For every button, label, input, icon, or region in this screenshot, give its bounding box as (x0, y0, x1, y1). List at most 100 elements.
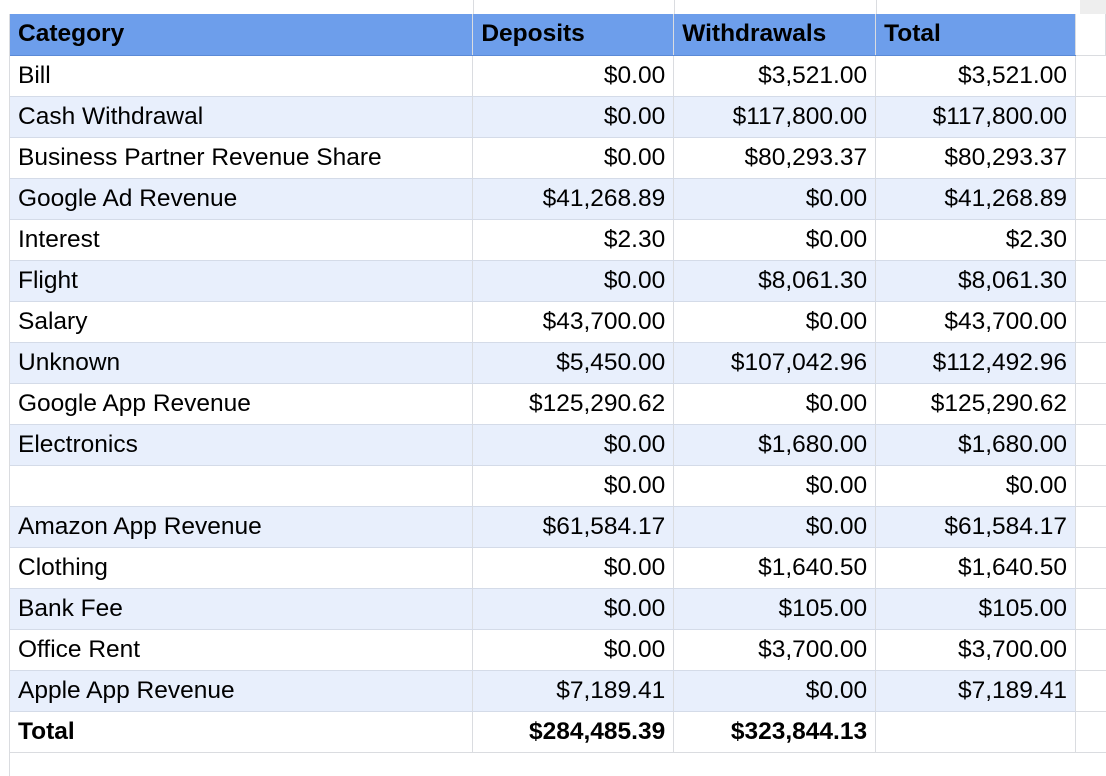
category-cell[interactable]: Flight (10, 260, 474, 302)
empty-cell[interactable] (1075, 547, 1106, 589)
withdrawals-cell[interactable]: $0.00 (673, 670, 877, 712)
deposits-cell[interactable]: $0.00 (472, 260, 675, 302)
empty-cell[interactable] (1075, 465, 1106, 507)
empty-cell[interactable] (1075, 629, 1106, 671)
deposits-cell[interactable]: $0.00 (472, 137, 675, 179)
table-body: Bill $0.00 $3,521.00 $3,521.00 Cash Withdraw… (10, 55, 1106, 712)
empty-cell[interactable] (1075, 137, 1106, 179)
empty-cell[interactable] (1075, 424, 1106, 466)
category-cell[interactable]: Salary (10, 301, 474, 343)
withdrawals-cell[interactable]: $107,042.96 (673, 342, 877, 384)
total-cell[interactable]: $117,800.00 (875, 96, 1076, 138)
category-summary-table: Category Deposits Withdrawals Total Bill… (10, 14, 1106, 753)
total-cell[interactable]: $7,189.41 (875, 670, 1076, 712)
total-cell[interactable]: $41,268.89 (875, 178, 1076, 220)
deposits-cell[interactable]: $0.00 (472, 55, 675, 97)
category-cell[interactable]: Cash Withdrawal (10, 96, 474, 138)
withdrawals-cell[interactable]: $0.00 (673, 301, 877, 343)
header-withdrawals[interactable]: Withdrawals (673, 14, 877, 56)
empty-cell[interactable] (1075, 260, 1106, 302)
withdrawals-cell[interactable]: $1,640.50 (673, 547, 877, 589)
empty-cell[interactable] (1075, 670, 1106, 712)
withdrawals-cell[interactable]: $0.00 (673, 506, 877, 548)
withdrawals-cell[interactable]: $0.00 (673, 465, 877, 507)
totals-withdrawals-cell[interactable]: $323,844.13 (673, 711, 877, 753)
category-cell[interactable]: Apple App Revenue (10, 670, 474, 712)
total-cell[interactable]: $8,061.30 (875, 260, 1076, 302)
withdrawals-cell[interactable]: $3,521.00 (673, 55, 877, 97)
empty-cell[interactable] (1075, 588, 1106, 630)
category-cell[interactable]: Amazon App Revenue (10, 506, 474, 548)
withdrawals-cell[interactable]: $3,700.00 (673, 629, 877, 671)
category-cell[interactable]: Interest (10, 219, 474, 261)
empty-cell[interactable] (1075, 178, 1106, 220)
header-deposits[interactable]: Deposits (472, 14, 675, 56)
deposits-cell[interactable]: $0.00 (472, 96, 675, 138)
total-cell[interactable]: $3,700.00 (875, 629, 1076, 671)
category-cell[interactable]: Bill (10, 55, 474, 97)
table-row: Interest $2.30 $0.00 $2.30 (10, 219, 1106, 261)
withdrawals-cell[interactable]: $0.00 (673, 219, 877, 261)
category-cell[interactable]: Google Ad Revenue (10, 178, 474, 220)
empty-cell[interactable] (1075, 55, 1106, 97)
category-cell[interactable]: Office Rent (10, 629, 474, 671)
deposits-cell[interactable]: $0.00 (472, 465, 675, 507)
total-cell[interactable]: $3,521.00 (875, 55, 1076, 97)
withdrawals-cell[interactable]: $1,680.00 (673, 424, 877, 466)
table-row: Google App Revenue $125,290.62 $0.00 $125,2… (10, 383, 1106, 425)
deposits-cell[interactable]: $0.00 (472, 424, 675, 466)
total-cell[interactable]: $80,293.37 (875, 137, 1076, 179)
empty-cell[interactable] (1075, 219, 1106, 261)
deposits-cell[interactable]: $125,290.62 (472, 383, 675, 425)
total-cell[interactable]: $1,680.00 (875, 424, 1076, 466)
withdrawals-cell[interactable]: $8,061.30 (673, 260, 877, 302)
column-divider (876, 0, 877, 14)
empty-cell[interactable] (1075, 96, 1106, 138)
withdrawals-cell[interactable]: $80,293.37 (673, 137, 877, 179)
deposits-cell[interactable]: $0.00 (472, 547, 675, 589)
withdrawals-cell[interactable]: $0.00 (673, 178, 877, 220)
deposits-cell[interactable]: $2.30 (472, 219, 675, 261)
total-cell[interactable]: $2.30 (875, 219, 1076, 261)
table-row: Unknown $5,450.00 $107,042.96 $112,492.96 (10, 342, 1106, 384)
category-cell[interactable]: Business Partner Revenue Share (10, 137, 474, 179)
total-cell[interactable]: $1,640.50 (875, 547, 1076, 589)
total-cell[interactable]: $125,290.62 (875, 383, 1076, 425)
withdrawals-cell[interactable]: $105.00 (673, 588, 877, 630)
total-cell[interactable]: $105.00 (875, 588, 1076, 630)
deposits-cell[interactable]: $5,450.00 (472, 342, 675, 384)
total-cell[interactable]: $61,584.17 (875, 506, 1076, 548)
totals-deposits-cell[interactable]: $284,485.39 (472, 711, 675, 753)
totals-total-cell[interactable] (875, 711, 1076, 753)
total-cell[interactable]: $43,700.00 (875, 301, 1076, 343)
category-cell[interactable]: Google App Revenue (10, 383, 474, 425)
total-cell[interactable]: $112,492.96 (875, 342, 1076, 384)
category-cell[interactable]: Electronics (10, 424, 474, 466)
withdrawals-cell[interactable]: $117,800.00 (673, 96, 877, 138)
empty-cell[interactable] (1075, 383, 1106, 425)
category-cell[interactable] (10, 465, 474, 507)
deposits-cell[interactable]: $61,584.17 (472, 506, 675, 548)
column-divider (674, 0, 675, 14)
empty-cell[interactable] (1075, 506, 1106, 548)
empty-cell[interactable] (1075, 711, 1106, 753)
deposits-cell[interactable]: $0.00 (472, 629, 675, 671)
total-cell[interactable]: $0.00 (875, 465, 1076, 507)
empty-cell[interactable] (1075, 342, 1106, 384)
empty-cell[interactable] (1075, 14, 1106, 56)
category-cell[interactable]: Unknown (10, 342, 474, 384)
header-category[interactable]: Category (10, 14, 474, 56)
table-row: Bank Fee $0.00 $105.00 $105.00 (10, 588, 1106, 630)
table-row: Flight $0.00 $8,061.30 $8,061.30 (10, 260, 1106, 302)
withdrawals-cell[interactable]: $0.00 (673, 383, 877, 425)
header-total[interactable]: Total (875, 14, 1076, 56)
deposits-cell[interactable]: $43,700.00 (472, 301, 675, 343)
totals-label-cell[interactable]: Total (10, 711, 474, 753)
deposits-cell[interactable]: $0.00 (472, 588, 675, 630)
deposits-cell[interactable]: $41,268.89 (472, 178, 675, 220)
deposits-cell[interactable]: $7,189.41 (472, 670, 675, 712)
category-cell[interactable]: Bank Fee (10, 588, 474, 630)
category-cell[interactable]: Clothing (10, 547, 474, 589)
table-row: Electronics $0.00 $1,680.00 $1,680.00 (10, 424, 1106, 466)
empty-cell[interactable] (1075, 301, 1106, 343)
